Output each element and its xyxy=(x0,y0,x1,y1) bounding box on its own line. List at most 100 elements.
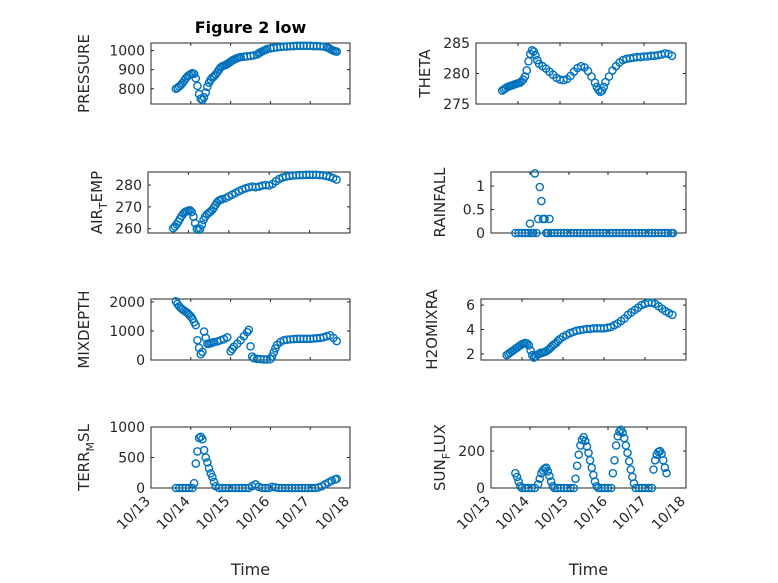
data-point xyxy=(203,458,212,467)
data-point xyxy=(593,483,603,493)
data-point xyxy=(644,228,653,238)
data-point xyxy=(535,474,545,484)
axes-frame xyxy=(475,42,687,105)
x-tick-label: 10/16 xyxy=(571,493,611,533)
data-point xyxy=(520,483,530,493)
data-point xyxy=(227,344,237,354)
x-tick-label: 10/17 xyxy=(610,494,650,534)
y-tick-label: 1000 xyxy=(109,44,145,60)
data-point xyxy=(514,228,523,238)
y-tick-label: 0 xyxy=(476,226,485,242)
data-point xyxy=(543,467,553,476)
data-point xyxy=(332,175,341,184)
data-point xyxy=(629,479,639,488)
data-point xyxy=(191,320,201,330)
y-tick-label: 280 xyxy=(443,67,470,83)
data-point xyxy=(590,477,600,486)
y-tick-label: 2 xyxy=(466,347,475,363)
data-point xyxy=(520,228,530,238)
data-point xyxy=(634,228,644,238)
data-point xyxy=(582,228,592,238)
data-point xyxy=(592,228,601,238)
data-point xyxy=(647,483,657,493)
y-tick-label: 200 xyxy=(458,444,485,460)
data-point xyxy=(610,455,619,465)
data-point xyxy=(615,228,624,238)
data-point xyxy=(533,480,543,489)
data-point xyxy=(602,228,611,238)
series-markers xyxy=(511,169,678,238)
data-point xyxy=(644,483,653,493)
data-point xyxy=(199,93,209,102)
data-point xyxy=(556,483,566,493)
y-axis-label: MIXDEPTH xyxy=(75,290,93,368)
data-point xyxy=(595,228,605,238)
chart-title: Figure 2 low xyxy=(195,18,307,37)
data-point xyxy=(530,169,540,178)
data-point xyxy=(246,342,255,351)
data-point xyxy=(514,477,523,486)
y-axis-label: H2OMIXRA xyxy=(423,289,441,370)
data-point xyxy=(553,483,562,493)
data-point xyxy=(611,228,621,238)
y-axis-label: THETA xyxy=(416,49,434,99)
x-tick-label: 10/15 xyxy=(532,494,572,534)
data-point xyxy=(637,483,647,493)
data-point xyxy=(546,477,556,486)
data-point xyxy=(208,472,217,482)
series-markers xyxy=(171,297,342,364)
y-tick-label: 285 xyxy=(443,36,470,52)
data-point xyxy=(269,348,279,357)
x-tick-label: 10/15 xyxy=(194,494,234,534)
y-tick-label: 6 xyxy=(466,298,475,314)
data-point xyxy=(532,228,541,238)
data-point xyxy=(649,465,658,474)
data-point xyxy=(267,352,277,361)
data-point xyxy=(576,228,585,238)
data-point xyxy=(621,228,631,238)
data-point xyxy=(522,339,532,348)
data-point xyxy=(574,450,584,460)
data-point xyxy=(618,428,627,437)
data-point xyxy=(222,333,232,342)
data-point xyxy=(531,50,540,60)
x-tick-label: 10/16 xyxy=(233,493,273,533)
y-tick-label: 1000 xyxy=(109,420,145,436)
series-markers xyxy=(511,425,671,493)
data-point xyxy=(598,228,608,238)
data-point xyxy=(524,341,534,350)
data-point xyxy=(195,224,205,233)
y-tick-label: 0 xyxy=(136,481,145,497)
data-point xyxy=(524,228,533,238)
axes-frame xyxy=(490,171,687,234)
data-point xyxy=(545,214,554,224)
data-point xyxy=(332,474,342,484)
x-tick-label: 10/14 xyxy=(493,493,533,533)
data-point xyxy=(604,72,614,81)
axes-h2omixra: 2 4 6 H2OMIXRA xyxy=(423,289,687,370)
data-point xyxy=(201,453,211,462)
data-point xyxy=(189,69,199,79)
data-point xyxy=(566,228,575,238)
data-point xyxy=(535,182,545,192)
data-point xyxy=(198,347,207,357)
y-tick-label: 260 xyxy=(115,222,142,238)
data-point xyxy=(611,441,621,450)
data-point xyxy=(528,228,538,238)
data-point xyxy=(631,483,640,493)
data-point xyxy=(631,228,640,238)
data-point xyxy=(204,464,214,473)
data-point xyxy=(332,47,342,56)
data-point xyxy=(660,463,670,472)
data-point xyxy=(517,483,527,493)
data-point xyxy=(201,88,211,97)
data-point xyxy=(628,228,637,238)
data-point xyxy=(592,481,601,491)
y-tick-label: 275 xyxy=(443,97,470,113)
data-point xyxy=(662,468,671,478)
data-point xyxy=(563,228,572,238)
data-point xyxy=(559,483,569,493)
y-tick-label: 900 xyxy=(118,63,145,79)
data-point xyxy=(606,483,616,493)
data-point xyxy=(603,483,613,493)
